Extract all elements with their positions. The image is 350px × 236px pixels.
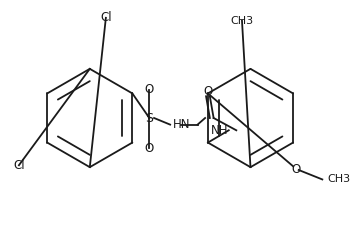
Text: O: O <box>203 85 212 98</box>
Text: O: O <box>145 83 154 96</box>
Text: O: O <box>145 142 154 155</box>
Text: CH3: CH3 <box>230 16 253 26</box>
Text: Cl: Cl <box>100 11 112 24</box>
Text: HN: HN <box>173 118 190 131</box>
Text: CH3: CH3 <box>327 174 350 185</box>
Text: NH: NH <box>211 124 229 137</box>
Text: S: S <box>145 111 153 125</box>
Text: Cl: Cl <box>13 159 25 172</box>
Text: O: O <box>291 164 301 177</box>
